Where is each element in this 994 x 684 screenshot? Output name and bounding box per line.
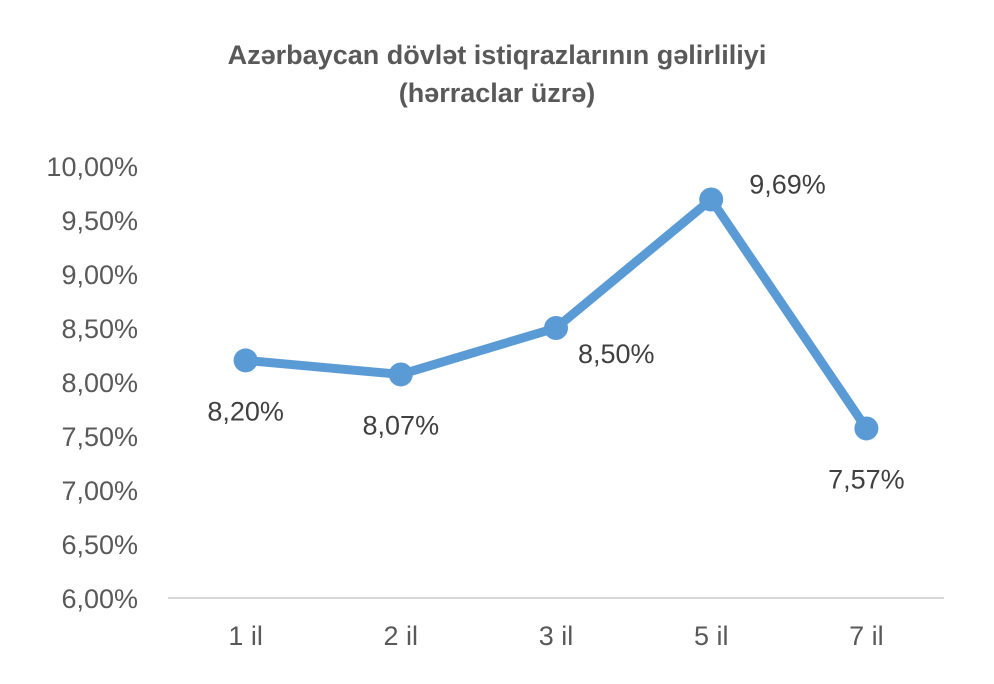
x-tick-label: 1 il (228, 621, 263, 651)
x-tick-label: 7 il (849, 621, 884, 651)
data-label: 9,69% (749, 169, 826, 199)
chart-title-line-1: Azərbaycan dövlət istiqrazlarının gəlirl… (228, 40, 767, 70)
y-tick-label: 6,50% (61, 530, 138, 560)
y-tick-label: 7,50% (61, 422, 138, 452)
data-label: 8,07% (363, 410, 440, 440)
series-line (241, 194, 871, 433)
x-tick-label: 3 il (539, 621, 574, 651)
data-label: 8,20% (207, 396, 284, 426)
x-axis-tick-labels: 1 il 2 il 3 il 5 il 7 il (228, 621, 883, 651)
y-tick-label: 10,00% (46, 152, 138, 182)
x-tick-label: 2 il (384, 621, 419, 651)
data-point (544, 316, 568, 340)
data-label: 7,57% (828, 464, 905, 494)
series-yield (233, 187, 879, 441)
data-label: 8,50% (578, 339, 655, 369)
y-tick-label: 6,00% (61, 584, 138, 614)
chart-title-line-2: (hərraclar üzrə) (399, 78, 596, 108)
y-tick-label: 7,00% (61, 476, 138, 506)
data-point (233, 348, 258, 373)
x-tick-label: 5 il (694, 621, 729, 651)
y-tick-label: 9,00% (61, 260, 138, 290)
data-point (854, 416, 879, 441)
y-tick-label: 9,50% (61, 206, 138, 236)
chart-title: Azərbaycan dövlət istiqrazlarının gəlirl… (228, 40, 767, 108)
data-point (699, 187, 724, 212)
y-axis-tick-labels: 6,00% 6,50% 7,00% 7,50% 8,00% 8,50% 9,00% 9,50%… (46, 152, 138, 614)
data-point (388, 362, 413, 387)
y-tick-label: 8,50% (61, 314, 138, 344)
data-labels: 8,20% 8,07% 8,50% 9,69% 7,57% (207, 169, 904, 494)
y-tick-label: 8,00% (61, 368, 138, 398)
